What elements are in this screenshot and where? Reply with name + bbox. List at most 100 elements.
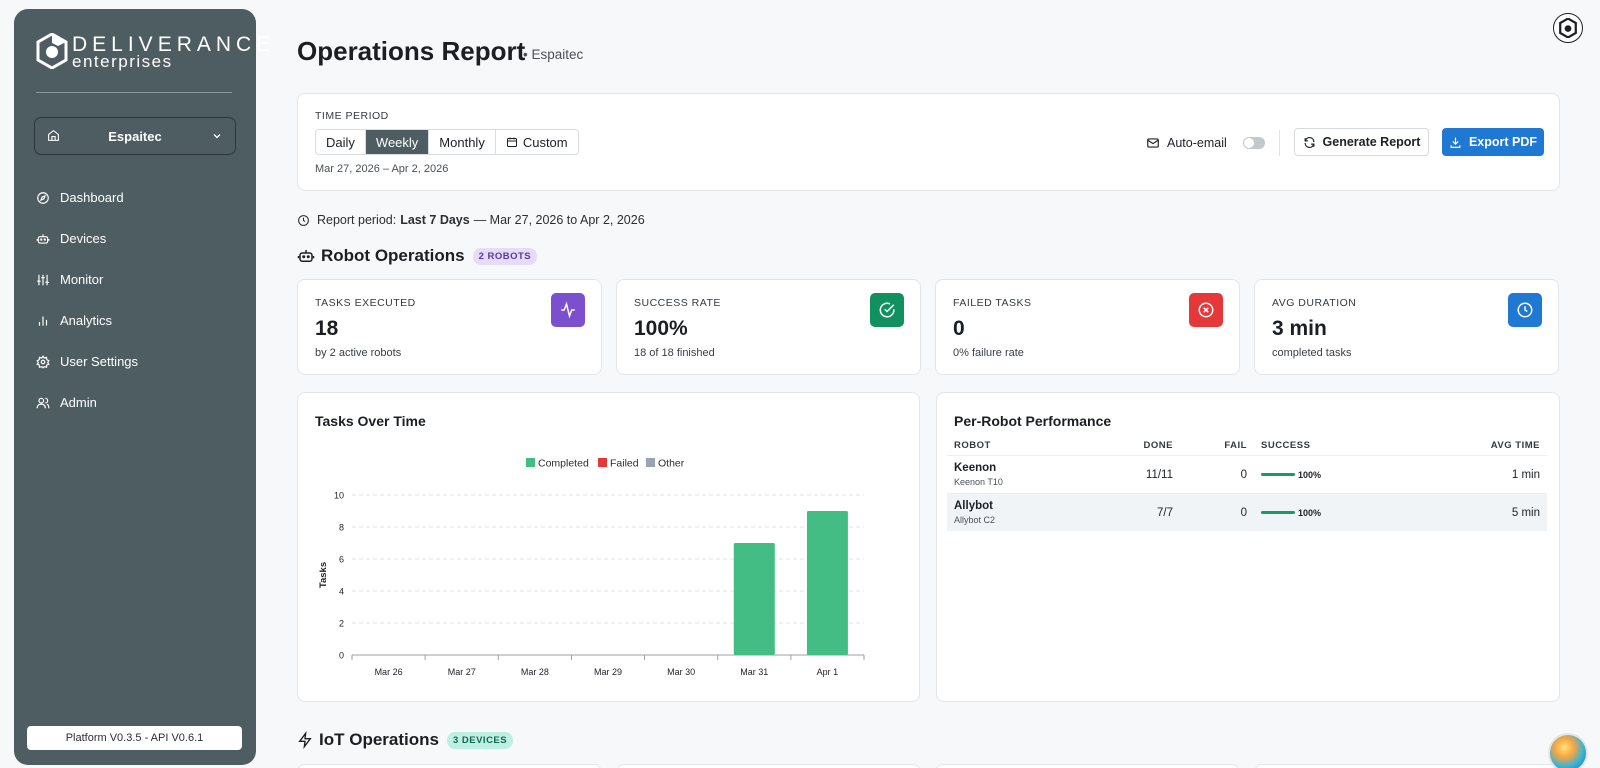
auto-email-text: Auto-email xyxy=(1167,136,1227,150)
tasks-over-time-card: Tasks Over Time Completed Failed Other 0 2 4 6… xyxy=(297,392,920,702)
table-row[interactable]: Keenon Keenon T10 11/11 0 100% 1 min xyxy=(947,455,1547,493)
period-option-weekly[interactable]: Weekly xyxy=(365,130,430,154)
success-percent: 100% xyxy=(1298,469,1322,480)
iot-stat-card xyxy=(297,764,602,768)
x-tick-label: Mar 31 xyxy=(740,667,768,677)
stat-label: AVG DURATION xyxy=(1272,297,1357,309)
fail-cell: 0 xyxy=(1240,506,1247,519)
sidebar: DELIVERANCE enterprises Espaitec Dashboa… xyxy=(14,9,270,765)
export-pdf-button[interactable]: Export PDF xyxy=(1442,128,1544,156)
success-cell: 100% xyxy=(1247,508,1427,518)
generate-report-button[interactable]: Generate Report xyxy=(1294,128,1429,156)
stat-value: 0 xyxy=(953,317,965,340)
stat-subtext: completed tasks xyxy=(1272,347,1352,359)
y-tick-label: 0 xyxy=(339,651,344,661)
generate-report-label: Generate Report xyxy=(1322,135,1421,149)
col-fail: FAIL xyxy=(1224,439,1247,451)
hexagon-logo-icon xyxy=(1559,18,1577,38)
download-icon xyxy=(1450,137,1461,148)
period-option-monthly[interactable]: Monthly xyxy=(429,130,496,154)
sidebar-item-monitor[interactable]: Monitor xyxy=(36,259,236,300)
y-tick-label: 4 xyxy=(339,587,344,597)
period-option-custom[interactable]: Custom xyxy=(496,130,578,154)
compass-icon xyxy=(37,191,49,204)
y-tick-label: 6 xyxy=(339,555,344,565)
table-row[interactable]: Allybot Allybot C2 7/7 0 100% 5 min xyxy=(947,493,1547,531)
success-cell: 100% xyxy=(1247,470,1427,480)
y-tick-label: 8 xyxy=(339,523,344,533)
legend-swatch xyxy=(598,458,607,467)
sidebar-item-label: Monitor xyxy=(60,272,104,287)
robot-model: Keenon T10 xyxy=(954,477,1003,487)
sidebar-divider xyxy=(36,92,232,93)
period-option-daily[interactable]: Daily xyxy=(316,130,366,154)
time-period-card: TIME PERIOD Daily Weekly Monthly Custom … xyxy=(297,93,1560,191)
robot-icon xyxy=(36,233,50,244)
report-period-prefix: Report period: xyxy=(317,213,397,227)
stat-card-failed-tasks: FAILED TASKS 0 0% failure rate xyxy=(935,279,1240,375)
stat-subtext: 0% failure rate xyxy=(953,347,1024,359)
legend-swatch xyxy=(646,458,655,467)
period-option-custom-label: Custom xyxy=(522,134,568,150)
hexagon-logo-icon xyxy=(36,33,68,69)
report-period-suffix: — Mar 27, 2026 to Apr 2, 2026 xyxy=(473,213,645,227)
toolbar-divider xyxy=(1279,130,1280,156)
report-period-line: Report period: Last 7 Days — Mar 27, 202… xyxy=(297,213,645,227)
mail-icon xyxy=(1147,138,1159,148)
avg-time-cell: 5 min xyxy=(1511,506,1540,519)
stat-card-success-rate: SUCCESS RATE 100% 18 of 18 finished xyxy=(616,279,921,375)
time-period-label: TIME PERIOD xyxy=(315,110,389,122)
auto-email-toggle[interactable] xyxy=(1243,137,1265,149)
check-circle-icon xyxy=(870,293,904,327)
robot-cell: Allybot Allybot C2 xyxy=(947,500,1133,525)
period-range-text: Mar 27, 2026 – Apr 2, 2026 xyxy=(315,163,449,175)
assistant-avatar[interactable] xyxy=(1548,733,1588,768)
sidebar-item-label: User Settings xyxy=(60,354,139,369)
page-subtitle: • Espaitec xyxy=(523,47,584,62)
org-name: Espaitec xyxy=(108,128,162,144)
per-robot-performance-card: Per-Robot Performance ROBOT DONE FAIL SU… xyxy=(936,392,1560,702)
col-success: SUCCESS xyxy=(1261,439,1311,451)
export-pdf-label: Export PDF xyxy=(1468,135,1538,149)
robot-operations-title: Robot Operations xyxy=(321,246,465,265)
tasks-bar-chart: Completed Failed Other 0 2 4 6 8 10 Tasks Mar 26 Ma… xyxy=(318,458,865,677)
sidebar-item-user-settings[interactable]: User Settings xyxy=(36,341,236,382)
col-avg-time: AVG TIME xyxy=(1490,439,1540,451)
device-count-badge: 3 DEVICES xyxy=(446,731,514,749)
sidebar-item-analytics[interactable]: Analytics xyxy=(36,300,236,341)
robot-model: Allybot C2 xyxy=(954,515,996,525)
sidebar-item-dashboard[interactable]: Dashboard xyxy=(36,177,236,218)
x-tick-label: Mar 30 xyxy=(667,667,695,677)
legend-label: Other xyxy=(658,458,685,470)
brand-logo[interactable]: DELIVERANCE enterprises xyxy=(36,31,270,75)
period-segmented-control: Daily Weekly Monthly Custom xyxy=(315,129,579,155)
user-avatar[interactable] xyxy=(1553,13,1583,43)
activity-icon xyxy=(551,293,585,327)
success-bar xyxy=(1261,473,1295,476)
stat-value: 3 min xyxy=(1272,317,1327,340)
iot-operations-title: IoT Operations xyxy=(319,730,439,749)
col-done: DONE xyxy=(1143,439,1173,451)
x-tick-label: Mar 26 xyxy=(375,667,403,677)
sidebar-item-admin[interactable]: Admin xyxy=(36,382,236,423)
chart-title: Tasks Over Time xyxy=(315,413,426,429)
robot-operations-heading: Robot Operations 2 ROBOTS xyxy=(297,246,538,266)
bar-completed xyxy=(806,511,848,655)
stat-card-tasks-executed: TASKS EXECUTED 18 by 2 active robots xyxy=(297,279,602,375)
x-tick-label: Mar 27 xyxy=(448,667,476,677)
home-icon xyxy=(48,129,59,141)
stat-card-avg-duration: AVG DURATION 3 min completed tasks xyxy=(1254,279,1559,375)
stat-value: 100% xyxy=(634,317,688,340)
perf-title: Per-Robot Performance xyxy=(954,413,1112,429)
sliders-icon xyxy=(37,274,49,285)
legend-label: Failed xyxy=(610,458,639,470)
robot-icon xyxy=(297,250,315,262)
stat-subtext: by 2 active robots xyxy=(315,347,402,359)
sidebar-item-devices[interactable]: Devices xyxy=(36,218,236,259)
legend-swatch xyxy=(526,458,535,467)
robot-count-badge: 2 ROBOTS xyxy=(472,247,538,265)
org-selector[interactable]: Espaitec xyxy=(34,117,236,155)
stat-subtext: 18 of 18 finished xyxy=(634,347,715,359)
y-axis-label: Tasks xyxy=(318,562,329,588)
col-robot: ROBOT xyxy=(954,439,991,451)
